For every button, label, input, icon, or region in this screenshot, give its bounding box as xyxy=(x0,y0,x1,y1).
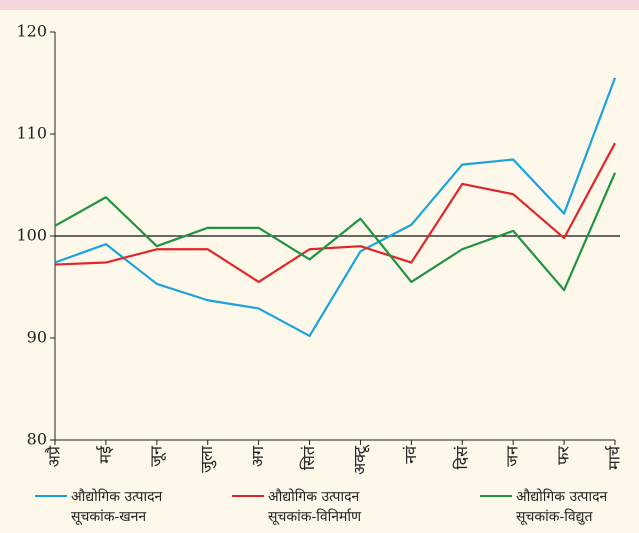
top-strip xyxy=(0,0,639,10)
x-tick-label: सितं xyxy=(299,445,318,470)
series-line xyxy=(54,172,617,292)
chart: 80 90 100 110 120 अप्रै मई जून जुला अग सितं अक्टू नव… xyxy=(16,22,624,476)
legend-label: औद्योगिक उत्पादन सूचकांक-खनन xyxy=(71,489,163,525)
legend-swatch xyxy=(35,495,67,497)
legend-label: औद्योगिक उत्पादन सूचकांक-विद्युत xyxy=(516,489,608,525)
series-line xyxy=(54,142,616,283)
x-tick-label: जुला xyxy=(197,445,217,473)
y-tick-label: 100 xyxy=(16,226,47,245)
x-tick-label: फर xyxy=(554,446,573,465)
legend-swatch xyxy=(232,495,264,497)
y-tick-label: 120 xyxy=(16,22,47,41)
y-tick-label: 110 xyxy=(16,124,47,143)
x-tick-label: दिसं xyxy=(452,445,471,470)
x-tick-label: मार्च xyxy=(605,445,624,470)
x-tick-label: नवं xyxy=(401,445,420,464)
series-line xyxy=(54,77,617,338)
x-tick-label: मई xyxy=(95,445,114,464)
x-tick-label: अप्रै xyxy=(45,445,64,467)
x-tick-label: अक्टू xyxy=(350,444,370,475)
legend-label: औद्योगिक उत्पादन सूचकांक-विनिर्माण xyxy=(268,489,362,525)
y-tick-label: 90 xyxy=(27,328,47,347)
legend-swatch xyxy=(480,495,512,497)
x-tick-label: जन xyxy=(503,445,522,467)
x-tick-label: अग xyxy=(248,445,267,467)
y-tick-label: 80 xyxy=(27,430,47,449)
x-tick-label: जून xyxy=(146,445,166,467)
